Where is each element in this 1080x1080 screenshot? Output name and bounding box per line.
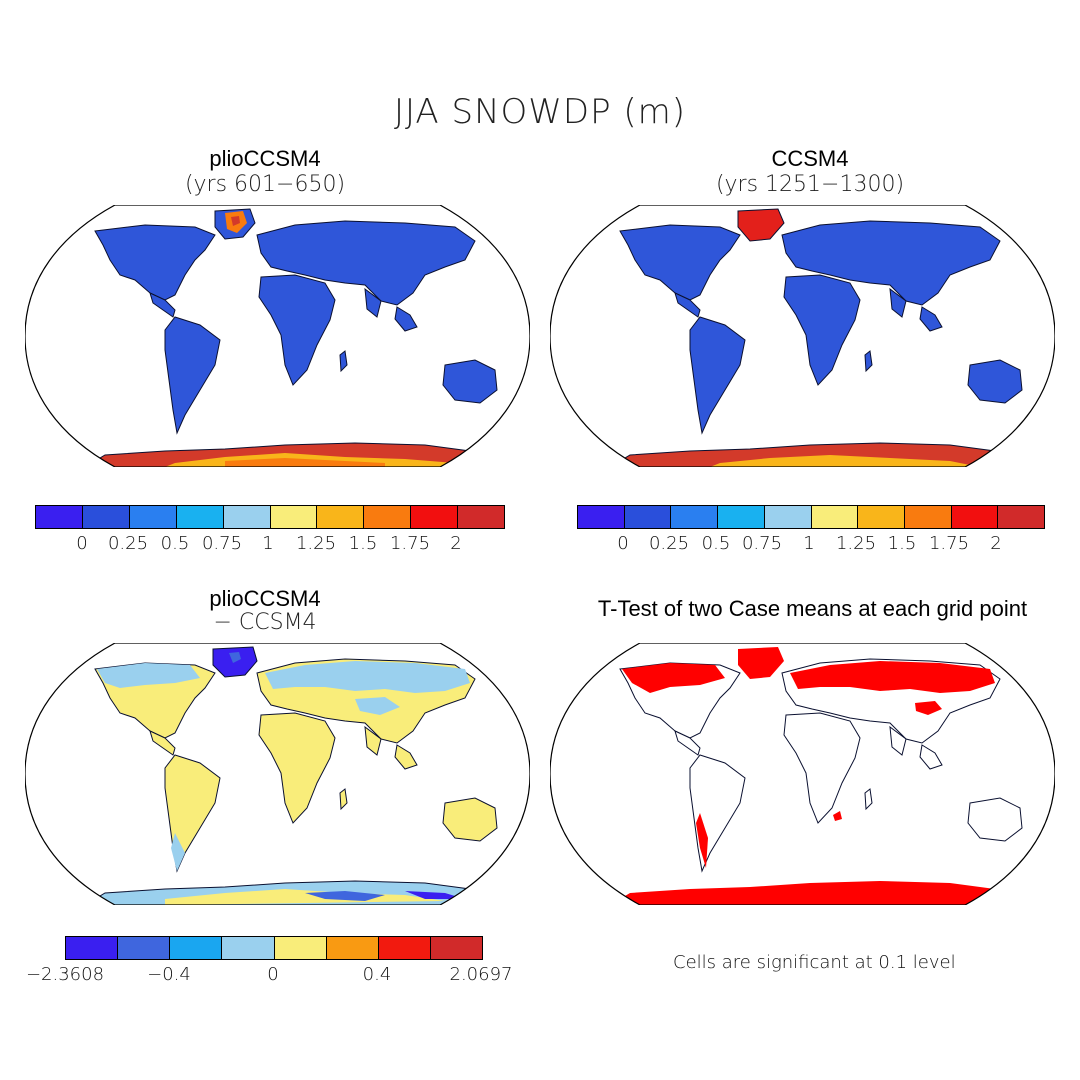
colorbar-tick-label: 2	[450, 533, 462, 554]
colorbar-swatch	[222, 937, 275, 959]
colorbar-tick-label: 0	[617, 533, 629, 554]
colorbar-tick-label: 0.5	[160, 533, 190, 554]
colorbar-tick-label: 1.75	[928, 533, 970, 554]
colorbar-swatch	[36, 506, 83, 528]
colorbar-swatch	[364, 506, 412, 528]
colorbar-tick-label: 0.75	[201, 533, 243, 554]
colorbar-swatch	[170, 937, 223, 959]
map-pliocene	[25, 205, 530, 467]
colorbar-tick-label: 1.5	[887, 533, 917, 554]
panel4-title: T-Test of two Case means at each grid po…	[597, 596, 1028, 621]
colorbar-swatch	[118, 937, 171, 959]
colorbar-tick-label: −0.4	[147, 964, 191, 985]
colorbar-swatch	[129, 506, 177, 528]
colorbar-swatch	[317, 506, 365, 528]
colorbar-tick-label: 0	[76, 533, 88, 554]
colorbar-swatch	[430, 937, 482, 959]
colorbar-swatch	[411, 506, 459, 528]
colorbar-swatch	[718, 506, 765, 528]
colorbar-panel1	[35, 505, 505, 529]
colorbar-tick-label: −2.3608	[25, 964, 105, 985]
colorbar-tick-label: 1.25	[295, 533, 337, 554]
colorbar-tick-label: 0.75	[741, 533, 783, 554]
colorbar-tick-label: 2	[990, 533, 1002, 554]
panel1-title: plioCCSM4	[209, 146, 321, 171]
colorbar-panel2	[577, 505, 1045, 529]
figure-title: JJA SNOWDP (m)	[393, 92, 687, 132]
colorbar-tick-label: 0.25	[648, 533, 690, 554]
colorbar-tick-label: 0.4	[362, 964, 392, 985]
colorbar-swatch	[458, 506, 505, 528]
colorbar-swatch	[578, 506, 625, 528]
colorbar-swatch	[176, 506, 224, 528]
panel1-subtitle: (yrs 601−650)	[184, 172, 346, 197]
significance-note: Cells are significant at 0.1 level	[673, 952, 956, 973]
colorbar-tick-label: 0.25	[107, 533, 149, 554]
colorbar-swatch	[811, 506, 859, 528]
map-ttest	[550, 643, 1055, 905]
colorbar-swatch	[671, 506, 719, 528]
panel2-title: CCSM4	[771, 146, 849, 171]
colorbar-swatch	[904, 506, 952, 528]
panel2-subtitle: (yrs 1251−1300)	[715, 172, 905, 197]
colorbar-swatch	[998, 506, 1045, 528]
colorbar-tick-label: 1	[803, 533, 815, 554]
colorbar-swatch	[270, 506, 318, 528]
colorbar-swatch	[858, 506, 905, 528]
colorbar-panel3	[65, 936, 483, 960]
colorbar-tick-label: 0	[267, 964, 279, 985]
colorbar-swatch	[274, 937, 327, 959]
map-preindustrial	[550, 205, 1055, 467]
panel3-subtitle: − CCSM4	[213, 610, 317, 635]
colorbar-swatch	[378, 937, 431, 959]
colorbar-swatch	[624, 506, 672, 528]
colorbar-swatch	[764, 506, 812, 528]
colorbar-tick-label: 1.25	[835, 533, 877, 554]
colorbar-swatch	[223, 506, 271, 528]
colorbar-swatch	[951, 506, 999, 528]
map-difference	[25, 643, 530, 905]
colorbar-tick-label: 0.5	[701, 533, 731, 554]
colorbar-tick-label: 1	[262, 533, 274, 554]
colorbar-tick-label: 1.75	[389, 533, 431, 554]
colorbar-tick-label: 2.0697	[449, 964, 513, 985]
colorbar-swatch	[82, 506, 130, 528]
colorbar-swatch	[66, 937, 119, 959]
panel3-title: plioCCSM4	[209, 586, 321, 611]
colorbar-tick-label: 1.5	[348, 533, 378, 554]
colorbar-swatch	[326, 937, 379, 959]
